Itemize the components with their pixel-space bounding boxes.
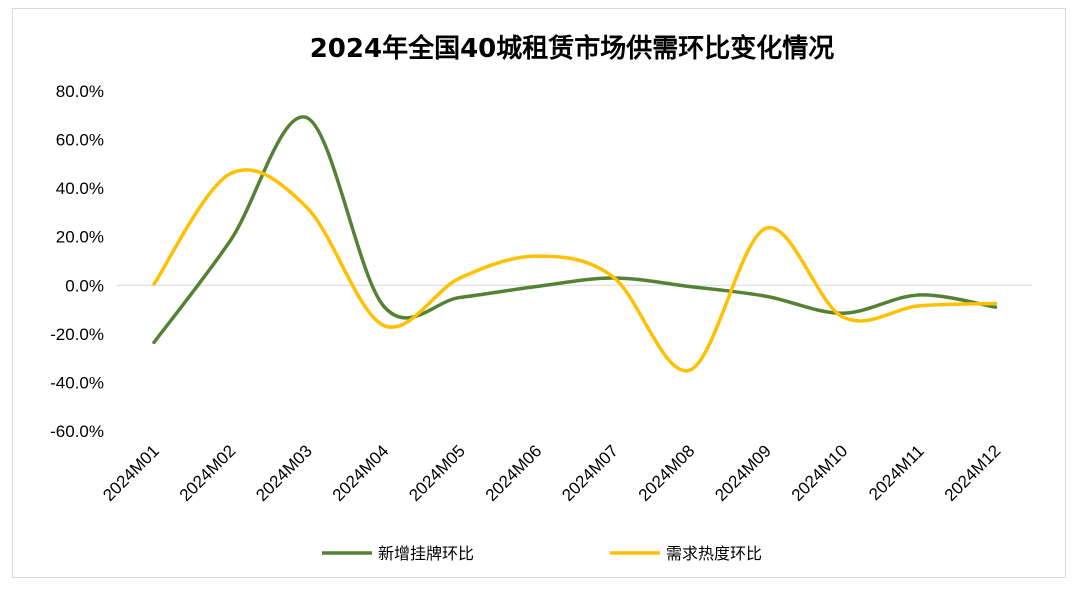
x-tick-label: 2024M01 xyxy=(99,441,163,505)
x-tick-label: 2024M02 xyxy=(176,441,240,505)
y-tick-label: 20.0% xyxy=(56,228,104,247)
x-tick-label: 2024M08 xyxy=(635,441,699,505)
chart-title: 2024年全国40城租赁市场供需环比变化情况 xyxy=(310,33,835,64)
x-tick-label: 2024M11 xyxy=(865,441,928,504)
y-tick-label: -60.0% xyxy=(50,422,104,441)
series-line-1 xyxy=(152,115,998,345)
y-tick-label: 40.0% xyxy=(56,179,104,198)
legend-label-2: 需求热度环比 xyxy=(666,544,762,563)
y-axis-tick-labels: 80.0% 60.0% 40.0% 20.0% 0.0% -20.0% -40.0% -60.… xyxy=(50,82,104,441)
chart-frame xyxy=(12,8,1066,578)
y-tick-label: -40.0% xyxy=(50,373,104,392)
y-tick-label: 80.0% xyxy=(56,82,104,101)
x-tick-label: 2024M12 xyxy=(941,441,1005,505)
y-tick-label: -20.0% xyxy=(50,325,104,344)
x-axis-tick-labels: 2024M01 2024M02 2024M03 2024M04 2024M05 2024M… xyxy=(99,441,1004,505)
series-lines xyxy=(152,115,998,373)
y-tick-label: 60.0% xyxy=(56,131,104,150)
y-tick-label: 0.0% xyxy=(65,276,104,295)
x-tick-label: 2024M03 xyxy=(252,441,316,505)
series-line-2 xyxy=(152,168,998,373)
x-tick-label: 2024M05 xyxy=(405,441,469,505)
x-tick-label: 2024M06 xyxy=(482,441,546,505)
x-tick-label: 2024M04 xyxy=(329,441,393,505)
legend: 新增挂牌环比 需求热度环比 xyxy=(322,544,762,563)
legend-label-1: 新增挂牌环比 xyxy=(378,544,474,563)
x-tick-label: 2024M09 xyxy=(711,441,775,505)
x-tick-label: 2024M07 xyxy=(558,441,622,505)
x-tick-label: 2024M10 xyxy=(788,441,852,505)
